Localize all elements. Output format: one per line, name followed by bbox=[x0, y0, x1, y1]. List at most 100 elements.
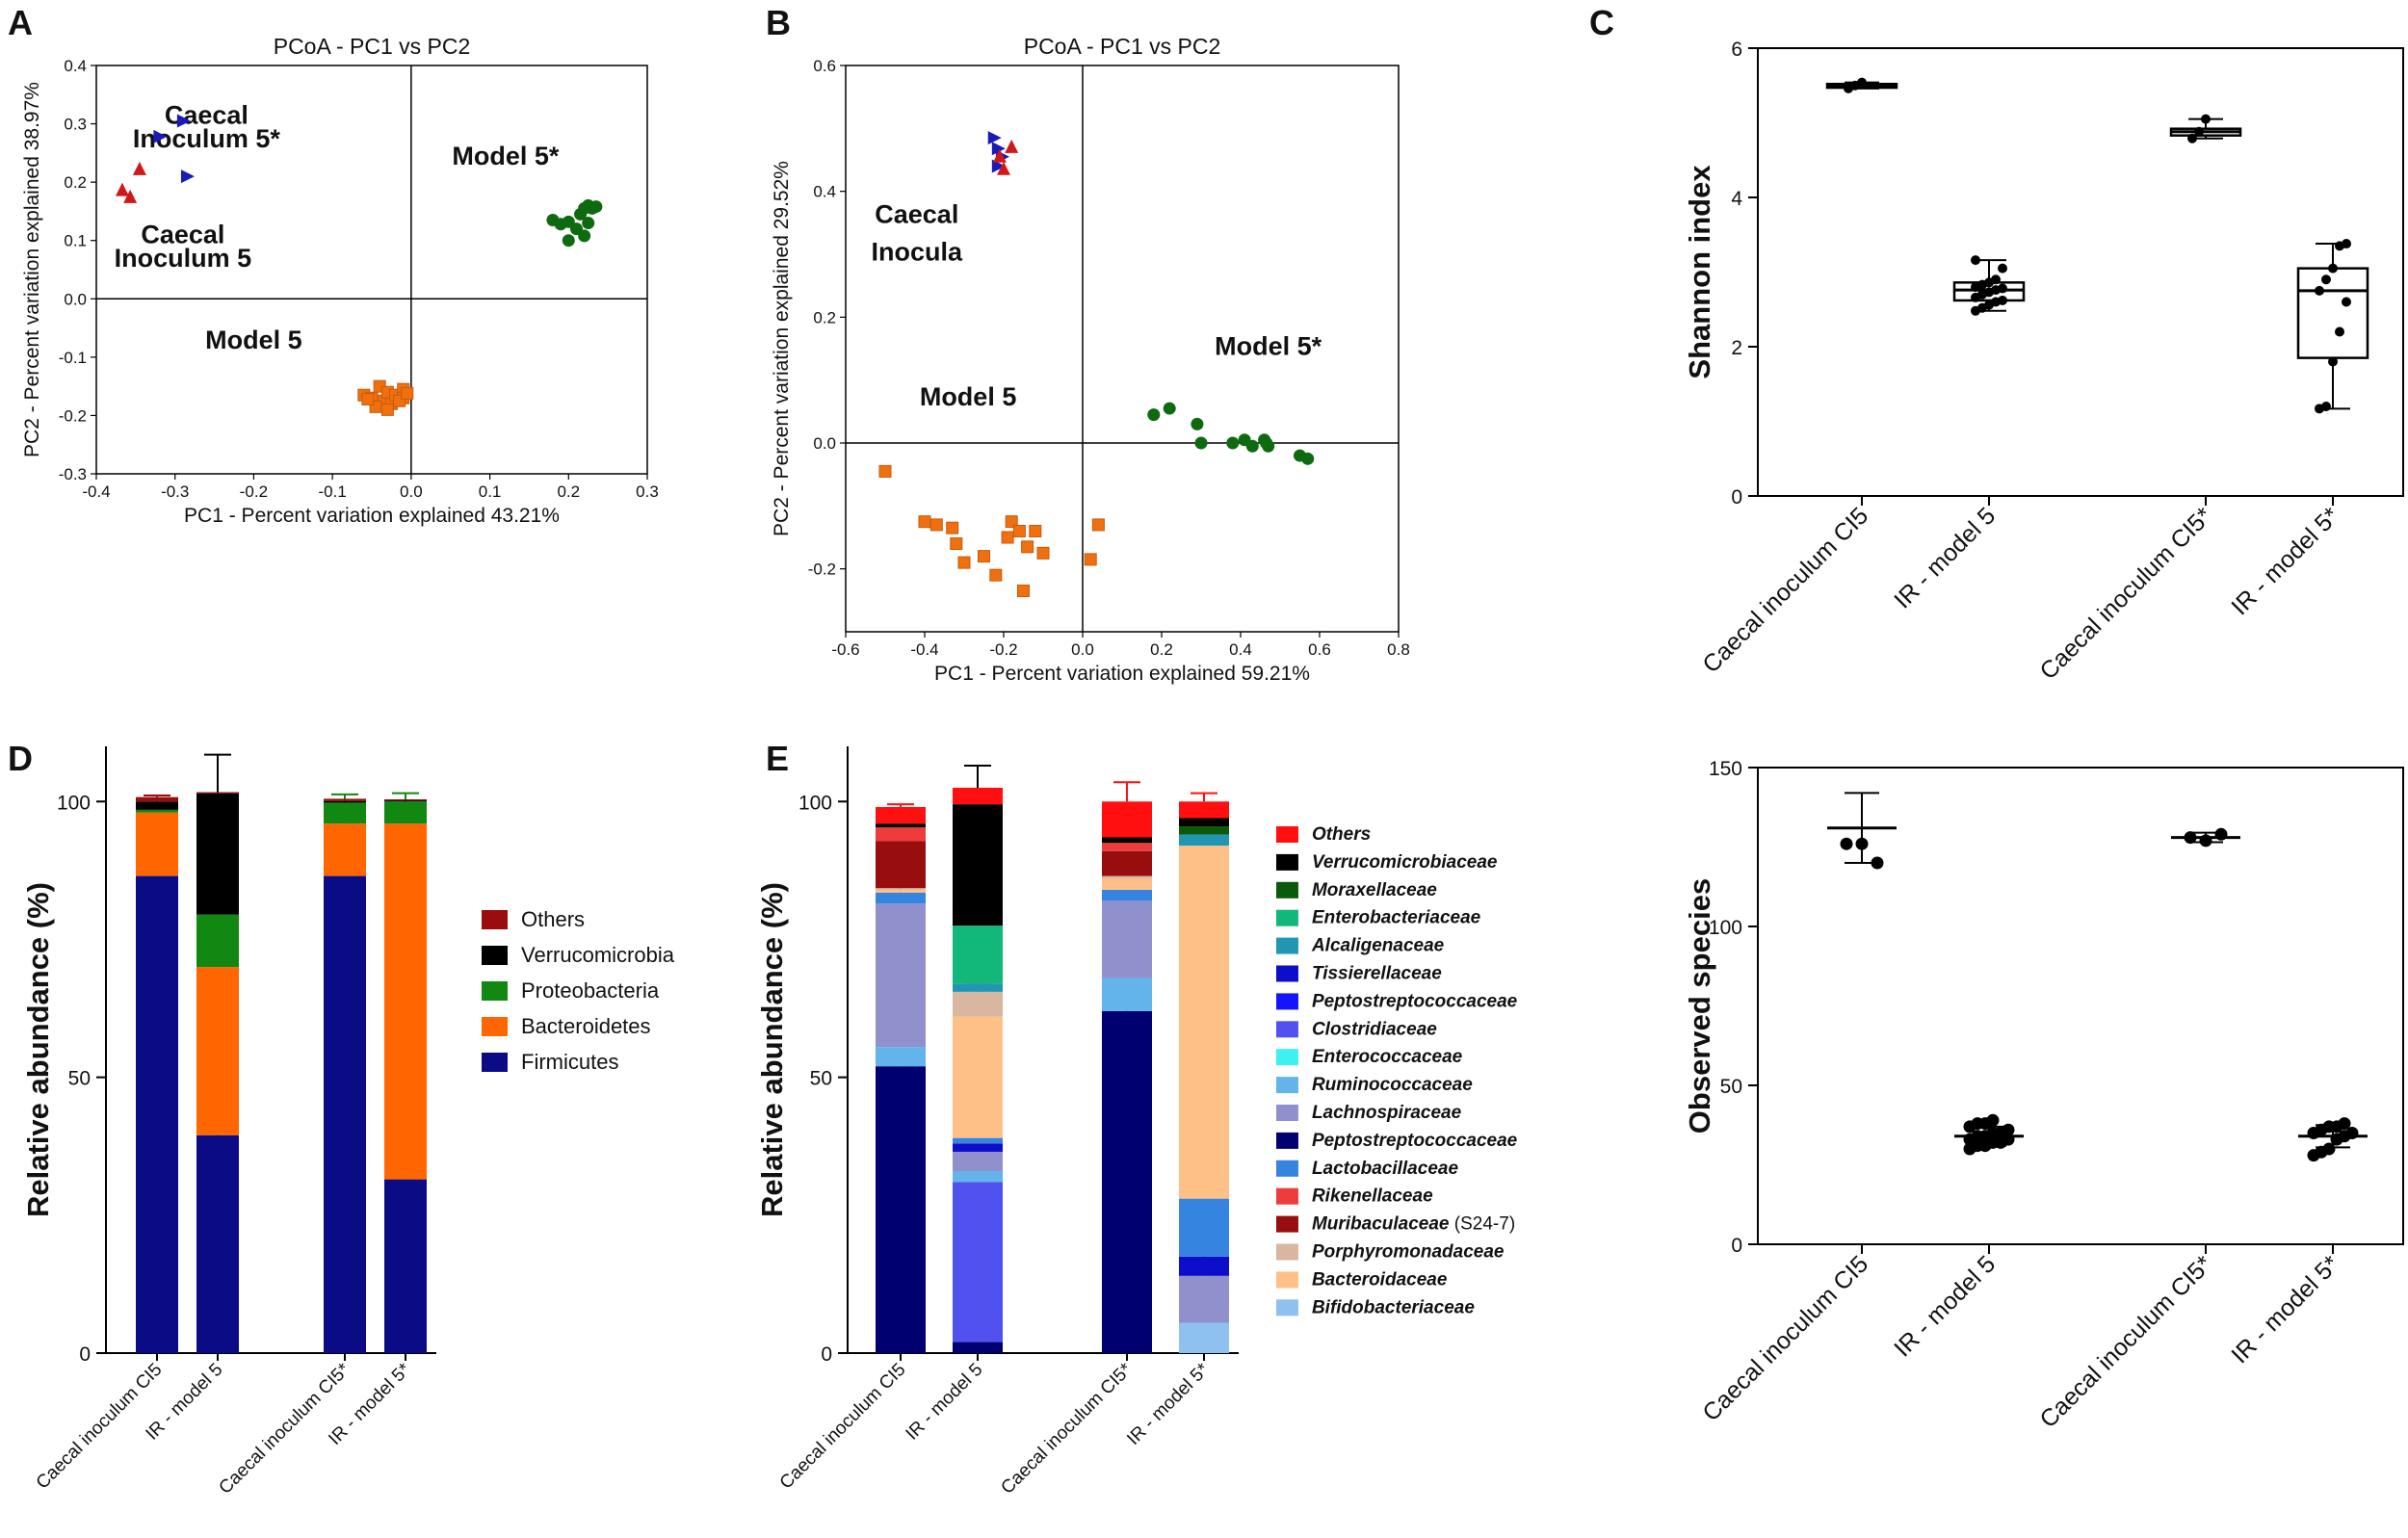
data-point bbox=[950, 537, 963, 551]
bar-segment bbox=[876, 1047, 926, 1067]
legend-swatch bbox=[1276, 826, 1298, 843]
y-tick-label: 0.4 bbox=[64, 57, 87, 75]
data-point bbox=[1871, 856, 1884, 870]
family-stacked-bar-chart: 0 50 100 Relative abundance (%) Caecal inocu… bbox=[755, 746, 1518, 1499]
bar-segment bbox=[1179, 834, 1229, 847]
bar-segment bbox=[1179, 826, 1229, 835]
data-point bbox=[2342, 297, 2351, 307]
data-point bbox=[380, 403, 394, 416]
legend-swatch bbox=[1276, 1021, 1298, 1038]
y-tick-label: 100 bbox=[1709, 917, 1742, 939]
data-point bbox=[1012, 524, 1026, 537]
legend-label: Proteobacteria bbox=[521, 978, 660, 1003]
x-tick-label: 0.2 bbox=[1150, 640, 1173, 659]
data-point bbox=[2321, 402, 2331, 411]
bar-segment bbox=[324, 798, 366, 801]
x-tick-label: 0.1 bbox=[479, 482, 502, 501]
bar-segment bbox=[324, 823, 366, 876]
legend-label: Bifidobacteriaceae bbox=[1312, 1297, 1475, 1317]
bar-segment bbox=[876, 1066, 926, 1353]
data-point bbox=[2187, 133, 2197, 143]
bar-segment bbox=[1102, 1010, 1152, 1353]
category-label: Caecal inoculum CI5 bbox=[1697, 1250, 1873, 1426]
legend-swatch bbox=[482, 1017, 508, 1036]
bar-segment bbox=[953, 1151, 1003, 1171]
data-point bbox=[2315, 285, 2324, 296]
panel-label-b: B bbox=[766, 3, 791, 42]
data-point bbox=[991, 159, 1006, 173]
bar-segment bbox=[953, 1171, 1003, 1183]
y-axis-label: PC2 - Percent variation explained 38.97% bbox=[21, 82, 43, 457]
x-tick-label: -0.4 bbox=[910, 640, 938, 659]
legend-swatch bbox=[1276, 1049, 1298, 1066]
bar-segment bbox=[1102, 900, 1152, 978]
x-tick-label: 0.2 bbox=[557, 482, 580, 501]
x-tick-label: -0.2 bbox=[240, 482, 268, 501]
bar-segment bbox=[324, 802, 366, 824]
category-label: Caecal inoculum CI5* bbox=[2034, 502, 2217, 685]
bar-segment bbox=[1179, 801, 1229, 819]
x-tick-label: 0.3 bbox=[636, 482, 659, 501]
bar-segment bbox=[384, 798, 427, 801]
legend-swatch bbox=[482, 1053, 508, 1072]
data-point bbox=[1021, 540, 1034, 554]
y-tick-label: 50 bbox=[1720, 1076, 1742, 1098]
data-point bbox=[1084, 553, 1097, 566]
y-tick-label: 50 bbox=[810, 1068, 832, 1090]
bar-segment bbox=[953, 1342, 1003, 1353]
legend-swatch bbox=[1276, 1299, 1298, 1316]
data-point bbox=[132, 161, 146, 175]
x-tick-label: -0.1 bbox=[318, 482, 346, 501]
bar-segment bbox=[1102, 978, 1152, 1011]
bar-segment bbox=[953, 1137, 1003, 1144]
legend-swatch bbox=[1276, 1105, 1298, 1121]
bar-segment bbox=[324, 875, 366, 1353]
legend-label: Clostridiaceae bbox=[1312, 1019, 1437, 1039]
data-point bbox=[115, 182, 129, 196]
legend-label: Muribaculaceae (S24-7) bbox=[1312, 1214, 1515, 1235]
legend-label: Firmicutes bbox=[521, 1050, 618, 1074]
y-tick-label: 4 bbox=[1731, 188, 1742, 210]
data-point bbox=[1029, 524, 1042, 537]
data-point bbox=[176, 114, 191, 128]
legend-label: Tissierellaceae bbox=[1312, 964, 1442, 984]
x-tick-label: 0.0 bbox=[1071, 640, 1094, 659]
data-point bbox=[1855, 837, 1869, 850]
legend-swatch bbox=[1276, 1077, 1298, 1094]
legend-swatch bbox=[1276, 853, 1298, 871]
data-point bbox=[2321, 274, 2331, 285]
x-tick-label: -0.3 bbox=[161, 482, 189, 501]
data-point bbox=[153, 129, 168, 143]
data-point bbox=[2328, 263, 2338, 274]
legend-swatch bbox=[1276, 1160, 1298, 1177]
data-point bbox=[878, 464, 892, 478]
y-axis-label: PC2 - Percent variation explained 29.52% bbox=[771, 161, 793, 536]
panel-label-c: C bbox=[1589, 3, 1614, 42]
legend-label: Lactobacillaceae bbox=[1312, 1159, 1459, 1179]
plot-frame bbox=[845, 65, 1400, 633]
legend-label: Alcaligenaceae bbox=[1311, 936, 1445, 956]
legend-swatch bbox=[1276, 937, 1298, 954]
bar-segment bbox=[384, 800, 427, 802]
y-tick-label: 50 bbox=[68, 1068, 91, 1090]
plot-frame bbox=[1757, 767, 2404, 1245]
data-point bbox=[1986, 1113, 2000, 1127]
legend-label: Porphyromonadaceae bbox=[1312, 1242, 1505, 1263]
y-axis-label: Shannon index bbox=[1683, 165, 1716, 379]
legend-swatch bbox=[482, 981, 508, 1001]
x-axis-label: PC1 - Percent variation explained 43.21% bbox=[184, 505, 560, 527]
bar-segment bbox=[1102, 875, 1152, 879]
legend-label: Enterococcaceae bbox=[1312, 1047, 1463, 1067]
legend-label: Lachnospiraceae bbox=[1312, 1103, 1462, 1123]
bar-segment bbox=[953, 787, 1003, 805]
data-point bbox=[1001, 531, 1014, 544]
cluster-annotation: Inoculum 5 bbox=[115, 244, 252, 273]
legend-swatch bbox=[1276, 1132, 1298, 1149]
data-point bbox=[2201, 114, 2211, 124]
data-point bbox=[918, 515, 931, 529]
legend-swatch bbox=[1276, 881, 1298, 899]
x-tick-label: 0.6 bbox=[1308, 640, 1331, 659]
legend-label: Peptostreptococcaceae bbox=[1312, 991, 1518, 1011]
panel-label-a: A bbox=[8, 3, 33, 42]
